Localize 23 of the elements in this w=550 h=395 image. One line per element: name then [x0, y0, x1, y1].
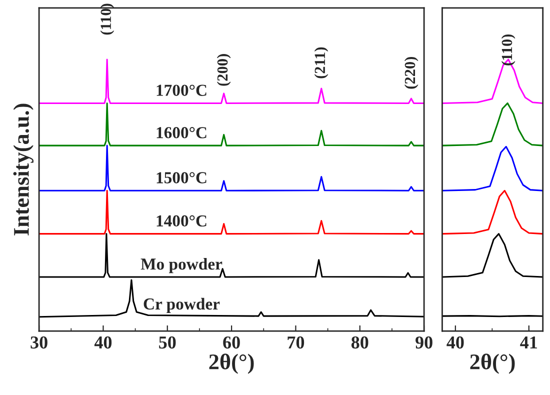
x-axis-title: 2θ(°) — [470, 354, 515, 374]
x-tick-label: 70 — [288, 336, 304, 349]
x-tick-label: 50 — [159, 336, 176, 349]
x-tick-label: 60 — [223, 336, 240, 349]
x-tick-label: 40 — [446, 336, 464, 349]
y-axis-title: Intensity(a.u.) — [13, 104, 34, 236]
series-label: 1500°C — [156, 172, 206, 184]
annotation: (211) — [314, 47, 328, 78]
x-tick-label: 40 — [94, 336, 112, 349]
x-tick-label: 90 — [416, 336, 432, 349]
text: (110) — [100, 4, 114, 35]
annotation: (110) — [501, 34, 516, 66]
series-label: 1400°C — [156, 215, 206, 227]
x-tick-label: 41 — [520, 336, 537, 348]
x-tick-label: 80 — [351, 336, 368, 349]
series-label: Cr powder — [144, 298, 220, 314]
series-label: 1600°C — [156, 127, 206, 138]
annotation: (220) — [404, 56, 418, 89]
x-axis-title: 2θ(°) — [209, 354, 254, 374]
annotation: (200) — [216, 54, 231, 86]
x-tick-label: 30 — [30, 336, 48, 349]
series-label: 1700°C — [156, 84, 206, 96]
series-label: Mo powder — [140, 258, 222, 274]
